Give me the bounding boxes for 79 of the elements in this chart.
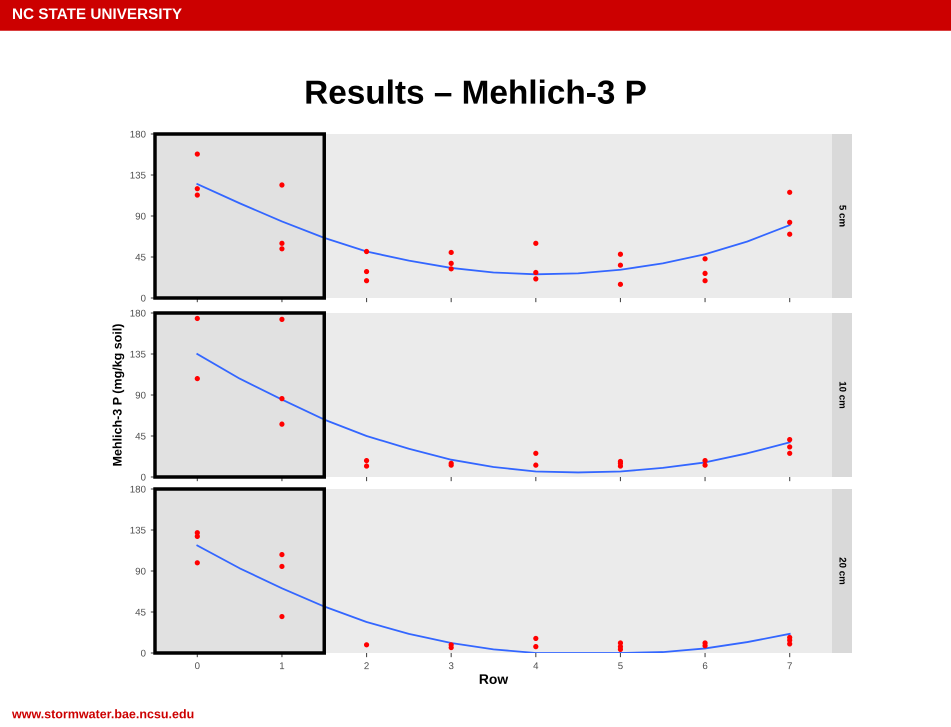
point <box>702 270 708 276</box>
point <box>364 268 370 274</box>
x-tick-label: 1 <box>280 662 284 670</box>
y-tick-label: 180 <box>130 130 146 138</box>
point <box>279 564 285 570</box>
point <box>533 450 538 456</box>
x-tick-label: 6 <box>702 662 708 670</box>
y-tick-label: 135 <box>130 350 146 358</box>
x-tick-label: 0 <box>194 662 200 670</box>
point <box>533 644 538 650</box>
x-tick-label: 2 <box>364 662 369 670</box>
y-tick-label: 90 <box>136 392 146 399</box>
y-tick-label: 45 <box>135 432 146 440</box>
point <box>448 266 454 272</box>
point <box>194 151 200 157</box>
text: NC STATE UNIVERSITY <box>13 8 182 20</box>
point <box>448 250 454 256</box>
point <box>279 552 285 558</box>
point <box>618 252 624 257</box>
point <box>618 282 624 287</box>
point <box>194 376 200 382</box>
y-axis-title: Mehlich-3 P (mg/kg soil) <box>112 324 124 466</box>
x-tick-label: 7 <box>787 662 792 670</box>
text: www.stormwater.bae.ncsu.edu <box>12 709 194 718</box>
point <box>448 260 454 266</box>
point <box>279 614 285 620</box>
point <box>194 316 200 322</box>
y-tick-label: 0 <box>140 294 146 302</box>
text: 5 cm <box>839 205 846 226</box>
point <box>279 316 285 322</box>
line-series <box>196 183 791 276</box>
point <box>533 462 538 468</box>
point <box>787 437 792 442</box>
line-series <box>196 353 791 474</box>
point <box>279 246 285 252</box>
y-tick-label: 90 <box>136 568 146 575</box>
point <box>279 396 285 402</box>
chart-title: Results – Mehlich-3 P <box>306 79 646 104</box>
point <box>533 270 538 276</box>
point <box>787 190 792 195</box>
point <box>702 278 708 284</box>
point <box>194 192 200 198</box>
point <box>787 232 792 237</box>
point <box>702 458 708 464</box>
y-tick-label: 180 <box>130 310 146 317</box>
point <box>787 220 792 225</box>
y-tick-label: 0 <box>140 650 146 657</box>
y-tick-label: 0 <box>140 474 146 481</box>
point <box>533 240 538 246</box>
point <box>364 463 370 469</box>
y-tick-label: 180 <box>130 486 146 493</box>
point <box>702 256 708 262</box>
point <box>702 462 708 468</box>
point <box>194 560 200 566</box>
y-tick-label: 45 <box>135 254 146 261</box>
point <box>364 642 370 648</box>
point <box>194 186 200 192</box>
point <box>364 278 370 284</box>
point <box>279 182 285 188</box>
point <box>787 444 792 450</box>
x-tick-label: 5 <box>618 662 623 670</box>
line-series <box>196 544 791 653</box>
point <box>787 450 792 456</box>
y-tick-label: 135 <box>130 526 146 534</box>
x-tick-label: 4 <box>533 662 538 670</box>
text: 20 cm <box>839 558 846 584</box>
point <box>618 262 624 268</box>
y-tick-label: 135 <box>130 172 146 179</box>
y-tick-label: 45 <box>135 608 146 616</box>
point <box>279 422 285 427</box>
y-tick-label: 90 <box>136 212 146 220</box>
point <box>279 240 285 246</box>
text: 10 cm <box>839 382 846 408</box>
point <box>533 636 538 642</box>
point <box>364 248 370 254</box>
point <box>533 276 538 282</box>
point <box>364 458 370 464</box>
x-tick-label: 3 <box>448 662 454 670</box>
x-axis-title: Row <box>480 674 508 684</box>
